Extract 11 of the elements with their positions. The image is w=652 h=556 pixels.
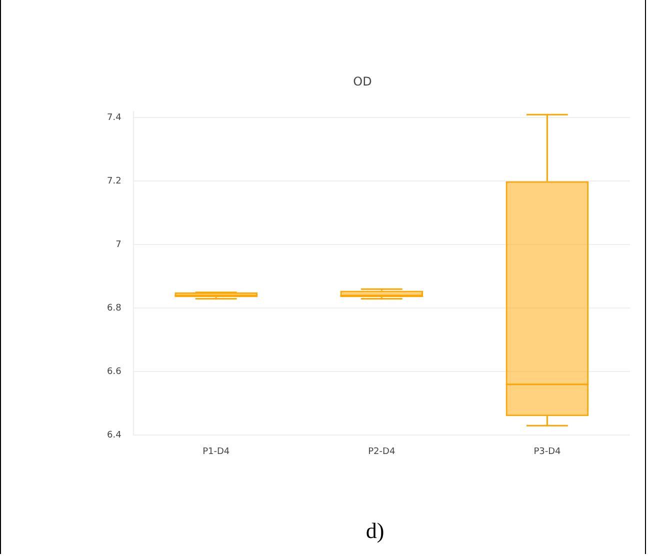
x-tick-label: P3-D4 — [534, 446, 562, 457]
x-tick-label: P1-D4 — [202, 446, 230, 457]
y-tick-label: 6.4 — [106, 430, 122, 441]
x-tick-label: P2-D4 — [368, 446, 396, 457]
y-tick-label: 6.8 — [106, 304, 122, 314]
y-tick-label: 7 — [116, 240, 122, 250]
y-tick-label: 6.6 — [106, 367, 122, 378]
chart-title: OD — [353, 74, 372, 88]
y-tick-label: 7.2 — [106, 176, 122, 187]
text: d) — [364, 518, 386, 544]
y-tick-label: 7.4 — [106, 113, 122, 124]
